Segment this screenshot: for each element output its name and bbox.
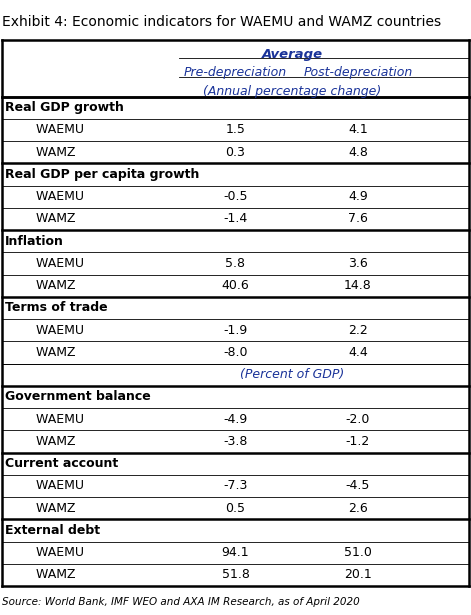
Text: Current account: Current account xyxy=(5,457,118,470)
Text: Exhibit 4: Economic indicators for WAEMU and WAMZ countries: Exhibit 4: Economic indicators for WAEMU… xyxy=(2,15,441,30)
Text: (Annual percentage change): (Annual percentage change) xyxy=(203,85,381,98)
Text: Government balance: Government balance xyxy=(5,391,150,403)
Text: -3.8: -3.8 xyxy=(223,435,248,448)
Text: WAMZ: WAMZ xyxy=(24,146,75,159)
Text: 7.6: 7.6 xyxy=(348,212,368,226)
Text: Real GDP per capita growth: Real GDP per capita growth xyxy=(5,168,199,181)
Text: -7.3: -7.3 xyxy=(223,480,248,493)
Text: 2.6: 2.6 xyxy=(348,502,368,515)
Text: 20.1: 20.1 xyxy=(344,568,372,581)
Text: 51.0: 51.0 xyxy=(344,546,372,559)
Text: -4.9: -4.9 xyxy=(223,413,248,426)
Text: WAMZ: WAMZ xyxy=(24,212,75,226)
Text: WAMZ: WAMZ xyxy=(24,568,75,581)
Text: Terms of trade: Terms of trade xyxy=(5,301,107,314)
Text: 40.6: 40.6 xyxy=(222,279,249,292)
Text: WAMZ: WAMZ xyxy=(24,435,75,448)
Text: 4.8: 4.8 xyxy=(348,146,368,159)
Text: 3.6: 3.6 xyxy=(348,257,368,270)
Text: WAEMU: WAEMU xyxy=(24,546,83,559)
Text: Source: World Bank, IMF WEO and AXA IM Research, as of April 2020: Source: World Bank, IMF WEO and AXA IM R… xyxy=(2,597,360,606)
Text: Pre-depreciation: Pre-depreciation xyxy=(184,66,287,79)
Text: 0.5: 0.5 xyxy=(226,502,245,515)
Text: -1.2: -1.2 xyxy=(346,435,370,448)
Text: WAMZ: WAMZ xyxy=(24,346,75,359)
Text: Average: Average xyxy=(261,48,323,61)
Text: WAMZ: WAMZ xyxy=(24,502,75,515)
Text: 51.8: 51.8 xyxy=(221,568,250,581)
Text: WAEMU: WAEMU xyxy=(24,480,83,493)
Text: WAMZ: WAMZ xyxy=(24,279,75,292)
Text: 2.2: 2.2 xyxy=(348,323,368,336)
Text: External debt: External debt xyxy=(5,524,100,537)
Text: WAEMU: WAEMU xyxy=(24,413,83,426)
Text: WAEMU: WAEMU xyxy=(24,190,83,203)
Text: 4.1: 4.1 xyxy=(348,124,368,137)
Text: WAEMU: WAEMU xyxy=(24,257,83,270)
Text: -0.5: -0.5 xyxy=(223,190,248,203)
Text: 4.9: 4.9 xyxy=(348,190,368,203)
Text: Inflation: Inflation xyxy=(5,235,64,248)
Text: Post-depreciation: Post-depreciation xyxy=(303,66,413,79)
Text: -1.4: -1.4 xyxy=(223,212,248,226)
Text: (Percent of GDP): (Percent of GDP) xyxy=(240,368,344,381)
Text: WAEMU: WAEMU xyxy=(24,124,83,137)
Text: WAEMU: WAEMU xyxy=(24,323,83,336)
Text: 14.8: 14.8 xyxy=(344,279,372,292)
Text: 94.1: 94.1 xyxy=(222,546,249,559)
Text: 1.5: 1.5 xyxy=(226,124,245,137)
Text: 0.3: 0.3 xyxy=(226,146,245,159)
Text: -1.9: -1.9 xyxy=(223,323,248,336)
Text: -2.0: -2.0 xyxy=(346,413,370,426)
Text: 5.8: 5.8 xyxy=(226,257,245,270)
Text: -8.0: -8.0 xyxy=(223,346,248,359)
Text: -4.5: -4.5 xyxy=(346,480,370,493)
Text: 4.4: 4.4 xyxy=(348,346,368,359)
Text: Real GDP growth: Real GDP growth xyxy=(5,101,123,114)
